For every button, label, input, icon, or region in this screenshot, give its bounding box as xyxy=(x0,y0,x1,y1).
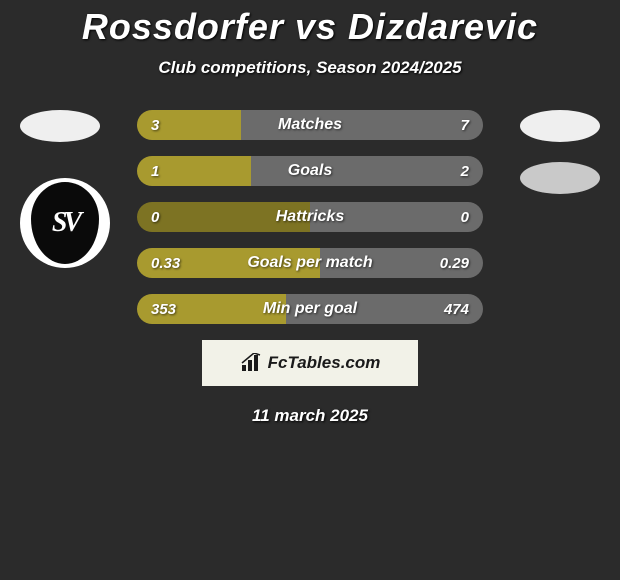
footer-date: 11 march 2025 xyxy=(0,406,620,426)
footer-brand-text: FcTables.com xyxy=(268,353,381,373)
footer-brand-box: FcTables.com xyxy=(202,340,418,386)
stat-bar-right xyxy=(320,248,483,278)
stat-row: 00Hattricks xyxy=(137,202,483,232)
club-logo-inner: SV xyxy=(31,182,99,264)
stat-bar-left xyxy=(137,248,320,278)
page-subtitle: Club competitions, Season 2024/2025 xyxy=(0,58,620,78)
stat-row: 353474Min per goal xyxy=(137,294,483,324)
stat-row: 37Matches xyxy=(137,110,483,140)
player-right-badge-2 xyxy=(520,162,600,194)
stat-bar-right xyxy=(251,156,483,186)
stat-row: 12Goals xyxy=(137,156,483,186)
player-left-badge-1 xyxy=(20,110,100,142)
player-right-badge-1 xyxy=(520,110,600,142)
player-left-club-logo: SV xyxy=(20,178,120,268)
stat-bar-left xyxy=(137,294,286,324)
chart-icon xyxy=(240,353,262,373)
stat-bar-left xyxy=(137,202,310,232)
page-title: Rossdorfer vs Dizdarevic xyxy=(0,0,620,48)
stat-bar-right xyxy=(241,110,483,140)
content-area: SV 37Matches 12Goals 00Hattricks 0.330.29Go… xyxy=(0,110,620,324)
club-logo-outer: SV xyxy=(20,178,110,268)
club-logo-initials: SV xyxy=(52,207,78,239)
stat-bar-right xyxy=(286,294,483,324)
stat-bar-left xyxy=(137,110,241,140)
stat-bar-left xyxy=(137,156,251,186)
stat-bar-right xyxy=(310,202,483,232)
comparison-bars: 37Matches 12Goals 00Hattricks 0.330.29Goals… xyxy=(137,110,483,324)
stat-row: 0.330.29Goals per match xyxy=(137,248,483,278)
